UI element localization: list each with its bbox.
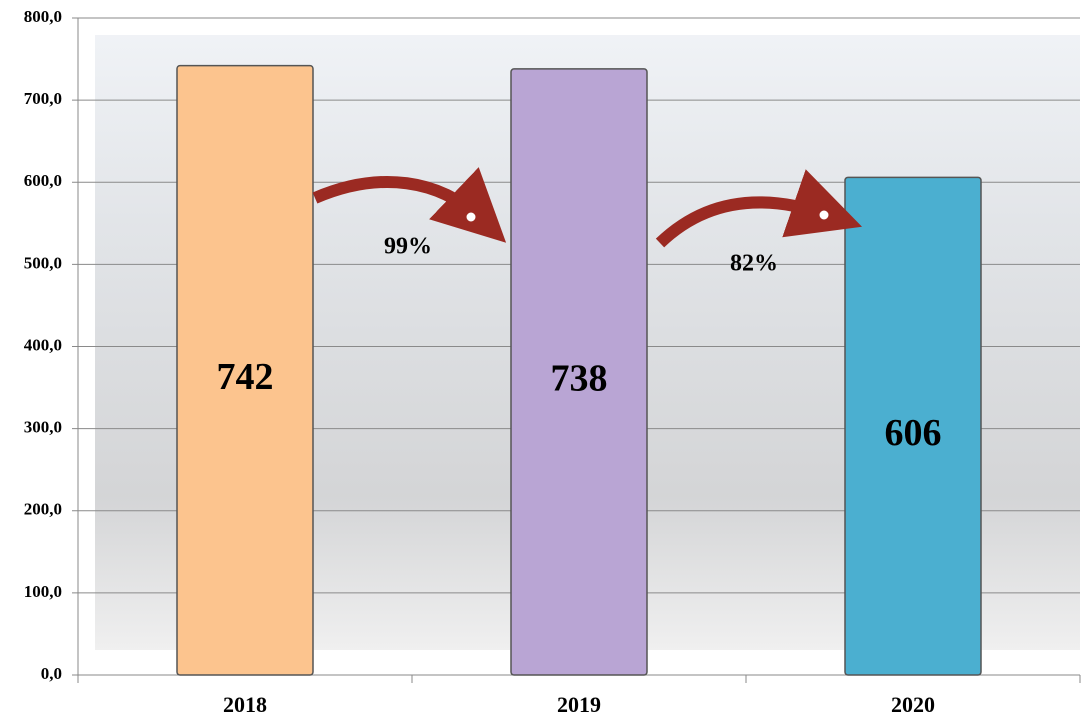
y-tick-label: 800,0 xyxy=(24,7,62,26)
arrow-dot xyxy=(465,211,477,223)
value-label: 738 xyxy=(551,358,608,400)
value-label: 742 xyxy=(217,356,274,398)
annotation: 82% xyxy=(730,251,778,277)
x-tick-label: 2020 xyxy=(891,692,935,717)
page: {"chart_data": {"type": "bar", "categori… xyxy=(0,0,1083,726)
x-tick-label: 2019 xyxy=(557,692,601,717)
annotation: 99% xyxy=(384,234,432,260)
value-label: 606 xyxy=(885,412,942,454)
y-tick-label: 500,0 xyxy=(24,253,62,272)
arrow-dot xyxy=(818,209,830,221)
y-tick-label: 400,0 xyxy=(24,335,62,354)
y-tick-label: 200,0 xyxy=(24,500,62,519)
chart: 99% 82% 0,0 100,0 200,0 300,0 400,0 500,0 600,… xyxy=(0,0,1083,721)
y-tick-label: 700,0 xyxy=(24,89,62,108)
x-tick-label: 2018 xyxy=(223,692,267,717)
y-tick-label: 300,0 xyxy=(24,418,62,437)
y-tick-label: 0,0 xyxy=(41,664,62,683)
y-tick-label: 600,0 xyxy=(24,171,62,190)
y-tick-label: 100,0 xyxy=(24,582,62,601)
